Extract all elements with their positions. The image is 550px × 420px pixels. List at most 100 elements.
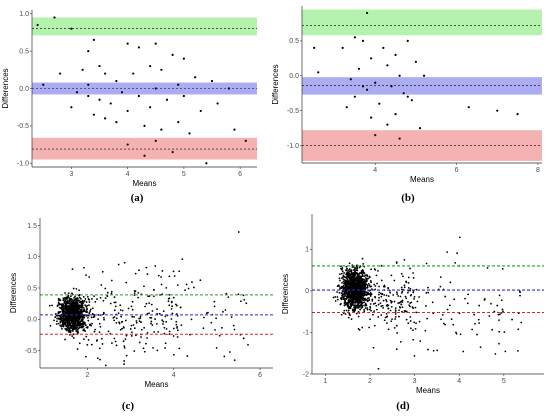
- data-point: [97, 318, 100, 321]
- data-point: [172, 353, 175, 356]
- data-point: [398, 309, 400, 312]
- data-point: [82, 315, 85, 317]
- data-point: [382, 285, 385, 288]
- data-point: [164, 347, 166, 349]
- data-point: [413, 355, 416, 357]
- data-point: [383, 319, 386, 322]
- data-point: [67, 312, 69, 314]
- data-point: [107, 330, 110, 333]
- data-point: [145, 266, 148, 269]
- y-axis-title: Differences: [1, 68, 10, 108]
- data-point: [113, 309, 116, 312]
- data-point: [244, 139, 247, 142]
- data-point: [361, 283, 364, 286]
- data-point: [139, 315, 142, 318]
- data-point: [357, 306, 360, 309]
- data-point: [42, 83, 45, 86]
- data-point: [362, 263, 365, 265]
- data-point: [100, 337, 103, 340]
- data-point: [72, 333, 75, 336]
- data-point: [361, 270, 364, 272]
- data-point: [93, 315, 95, 318]
- data-point: [86, 295, 89, 298]
- data-point: [351, 309, 354, 312]
- data-point: [143, 326, 146, 329]
- data-point: [135, 321, 138, 324]
- data-point: [394, 309, 397, 312]
- data-point: [362, 282, 365, 284]
- data-point: [90, 343, 93, 346]
- data-point: [348, 283, 351, 285]
- data-point: [85, 274, 87, 276]
- data-point: [155, 322, 158, 325]
- data-point: [362, 286, 364, 288]
- data-point: [66, 297, 69, 299]
- data-point: [64, 292, 66, 294]
- plot-area: [40, 231, 273, 367]
- data-point: [477, 318, 480, 321]
- data-point: [365, 294, 368, 297]
- data-point: [347, 304, 350, 307]
- data-point: [377, 316, 380, 318]
- data-point: [85, 335, 88, 338]
- data-point: [68, 308, 71, 311]
- data-point: [89, 310, 92, 312]
- data-point: [370, 281, 372, 284]
- data-point: [478, 322, 480, 324]
- data-point: [55, 323, 58, 325]
- data-point: [75, 301, 78, 304]
- data-point: [93, 313, 95, 316]
- data-point: [409, 316, 412, 318]
- data-point: [378, 296, 380, 299]
- data-point: [150, 322, 152, 325]
- data-point: [66, 325, 69, 328]
- data-point: [488, 315, 491, 317]
- data-point: [498, 319, 500, 322]
- data-point: [369, 305, 372, 308]
- data-point: [407, 276, 410, 279]
- data-point: [245, 302, 248, 305]
- data-point: [57, 297, 60, 300]
- data-point: [109, 102, 112, 105]
- data-point: [519, 294, 521, 297]
- data-point: [172, 335, 175, 337]
- data-point: [135, 320, 138, 322]
- data-point: [210, 79, 214, 83]
- y-tick-label: 0.0: [27, 317, 37, 324]
- data-point: [351, 275, 354, 278]
- data-point: [72, 337, 75, 339]
- data-point: [168, 333, 171, 336]
- data-point: [175, 320, 178, 323]
- x-tick-label: 6: [258, 372, 262, 379]
- data-point: [361, 326, 364, 329]
- data-point: [75, 320, 78, 323]
- data-point: [164, 315, 167, 318]
- data-point: [497, 313, 500, 316]
- data-point: [131, 300, 134, 303]
- data-point: [233, 128, 236, 131]
- data-point: [162, 320, 165, 323]
- data-point: [74, 311, 77, 313]
- x-tick-label: 6: [238, 171, 242, 178]
- data-point: [336, 298, 339, 301]
- data-point: [504, 350, 507, 353]
- x-tick-label: 6: [455, 167, 459, 174]
- data-point: [76, 297, 78, 300]
- data-point: [372, 313, 374, 316]
- data-point: [73, 305, 76, 308]
- data-point: [491, 328, 494, 331]
- data-point: [387, 295, 390, 297]
- data-point: [143, 350, 146, 353]
- data-point: [374, 296, 377, 299]
- data-point: [77, 308, 80, 311]
- panel-b: -1.0 -0.5 0.0 0.5 4 6 8 Means Differences (b): [271, 6, 542, 204]
- panel-c: -0.5 0.0 0.5 1.0 1.5 2 4 6 Means Differences (c): [9, 218, 273, 412]
- data-point: [415, 311, 418, 314]
- data-point: [393, 326, 396, 329]
- data-point: [517, 328, 520, 331]
- data-point: [381, 304, 384, 307]
- data-point: [416, 300, 419, 303]
- data-point: [436, 349, 439, 352]
- data-point: [232, 324, 235, 327]
- y-tick-label: -2: [303, 371, 309, 378]
